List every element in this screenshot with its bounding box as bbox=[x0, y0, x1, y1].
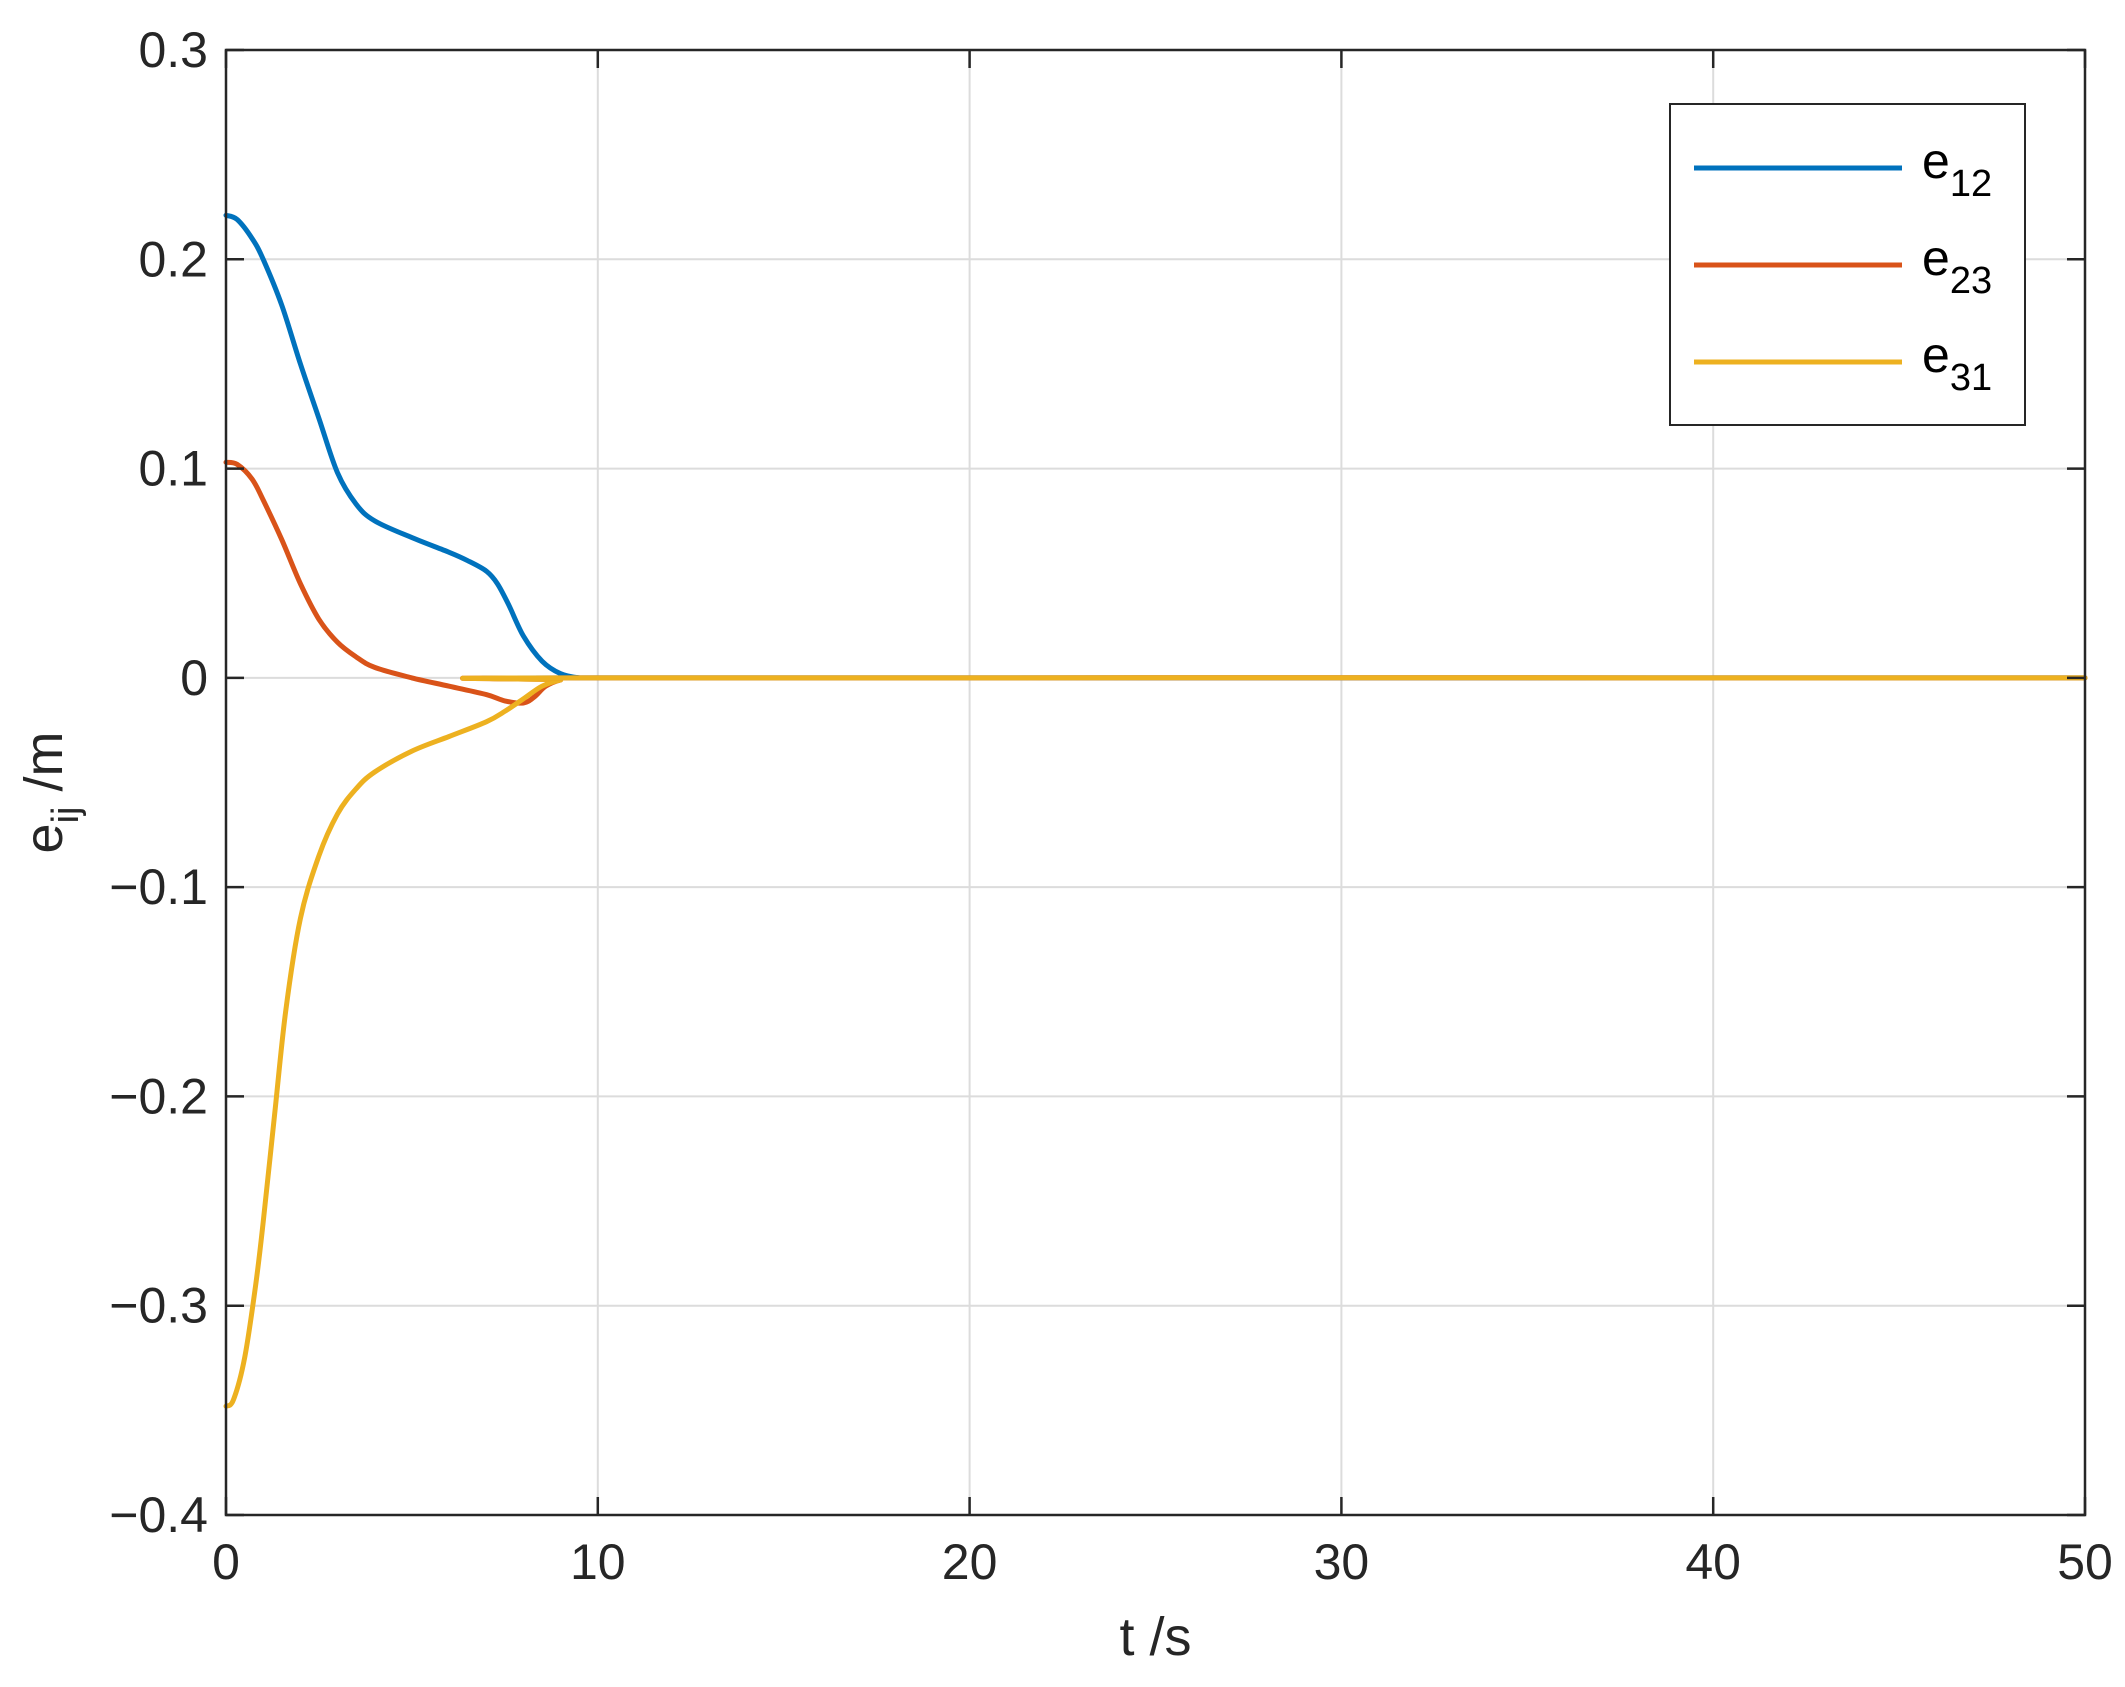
series-lines bbox=[223, 212, 2088, 1409]
legend-label-base: e bbox=[1922, 133, 1950, 189]
y-axis-title-unit: /m bbox=[14, 732, 74, 807]
x-axis-title: t /s bbox=[1119, 1607, 1191, 1667]
legend-label-subscript: 31 bbox=[1950, 357, 1992, 399]
legend-label-base: e bbox=[1922, 327, 1950, 383]
plot-area-border bbox=[224, 48, 2087, 1517]
y-axis-title: eij /m bbox=[14, 732, 87, 854]
y-tick-label: −0.3 bbox=[109, 1278, 208, 1334]
y-tick-label: 0.2 bbox=[138, 231, 208, 287]
x-tick-label: 40 bbox=[1685, 1534, 1741, 1590]
y-axis-title-subscript: ij bbox=[45, 807, 87, 824]
y-axis-title-base: e bbox=[14, 823, 74, 853]
x-tick-label: 50 bbox=[2057, 1534, 2113, 1590]
y-tick-label: −0.4 bbox=[109, 1487, 208, 1543]
y-tick-label: 0.3 bbox=[138, 22, 208, 78]
y-tick-label: −0.2 bbox=[109, 1068, 208, 1124]
y-tick-label: 0 bbox=[180, 650, 208, 706]
legend-label-e23: e23 bbox=[1922, 230, 1992, 302]
y-tick-label: −0.1 bbox=[109, 859, 208, 915]
x-tick-label: 20 bbox=[942, 1534, 998, 1590]
legend-label-base: e bbox=[1922, 230, 1950, 286]
series-line-e31 bbox=[223, 675, 2088, 1409]
y-tick-label: 0.1 bbox=[138, 441, 208, 497]
legend-label-subscript: 23 bbox=[1950, 260, 1992, 302]
legend-label-subscript: 12 bbox=[1950, 163, 1992, 205]
legend-label-e31: e31 bbox=[1922, 327, 1992, 399]
x-tick-label: 30 bbox=[1314, 1534, 1370, 1590]
legend-label-e12: e12 bbox=[1922, 133, 1992, 205]
x-tick-label: 0 bbox=[212, 1534, 240, 1590]
tick-labels: 0 10 20 30 40 50 −0.4 −0.3 −0.2 −0.1 0 0.1 0.2 0.3 bbox=[109, 22, 2113, 1590]
x-tick-label: 10 bbox=[570, 1534, 626, 1590]
axis-ticks bbox=[224, 48, 2087, 1517]
